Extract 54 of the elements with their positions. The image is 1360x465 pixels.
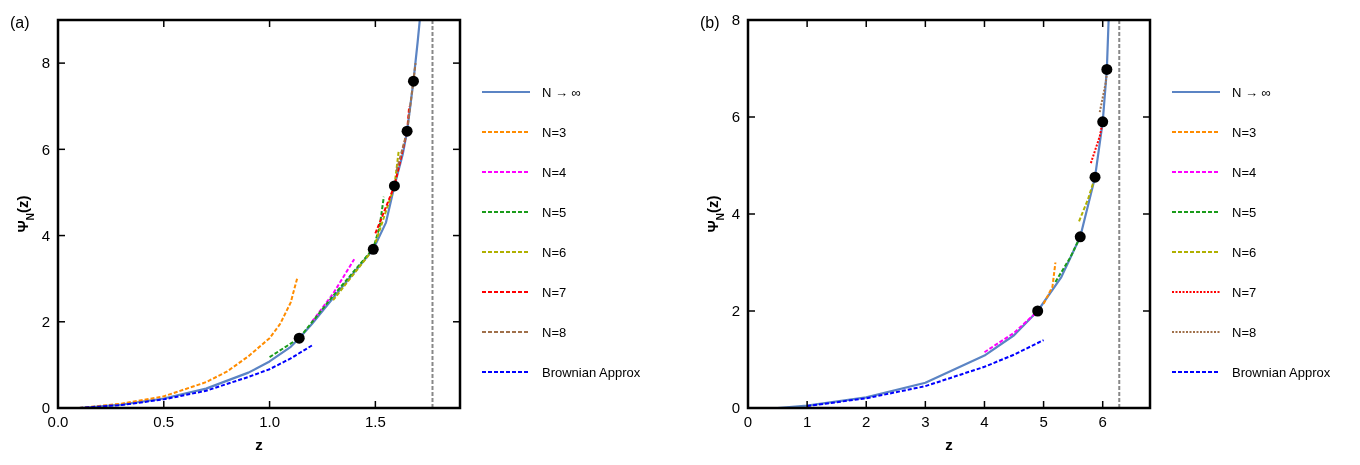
- legend-label: N=6: [1232, 244, 1257, 260]
- legend-label: Brownian Approx: [542, 364, 641, 380]
- x-tick-label: 1.0: [259, 413, 281, 430]
- line-series: [374, 105, 411, 235]
- x-tick-label: 6: [1098, 413, 1107, 430]
- point: [293, 332, 305, 344]
- x-tick-label: 0.5: [153, 413, 175, 430]
- point: [1032, 305, 1044, 317]
- legend-label: N=7: [1232, 284, 1257, 300]
- y-tick-label: 2: [41, 313, 50, 331]
- x-tick-label: 1: [802, 413, 812, 430]
- legend-label: N=5: [542, 204, 567, 220]
- x-axis-title: z: [255, 436, 263, 453]
- legend-label: N=7: [542, 284, 567, 300]
- point: [1101, 63, 1113, 75]
- y-tick-label: 4: [41, 226, 50, 244]
- y-tick-label: 0: [731, 399, 740, 417]
- y-tick-label: 0: [41, 399, 50, 417]
- legend-label: N=5: [1232, 204, 1257, 220]
- y-tick-label: 6: [41, 140, 50, 158]
- legend-label: N=3: [542, 124, 567, 140]
- point: [1097, 116, 1109, 128]
- point: [407, 75, 419, 87]
- point: [1074, 231, 1086, 243]
- legend-label: N → ∞: [542, 84, 581, 100]
- legend-label: N=4: [542, 164, 567, 180]
- point: [367, 243, 379, 255]
- x-tick-label: 5: [1039, 413, 1048, 430]
- legend-label: N=8: [1232, 324, 1257, 340]
- chart-title: (a): [10, 14, 30, 31]
- x-tick-label: 2: [862, 413, 871, 430]
- y-tick-label: 8: [41, 54, 50, 72]
- legend-label: N=4: [1232, 164, 1257, 180]
- point: [1089, 171, 1101, 183]
- y-tick-label: 2: [731, 302, 740, 320]
- line-series: [332, 150, 400, 302]
- x-tick-label: 0: [743, 413, 753, 430]
- x-axis-title: z: [945, 436, 953, 453]
- line-series: [806, 339, 1045, 408]
- y-tick-label: 6: [731, 108, 740, 126]
- legend-label: N → ∞: [1232, 84, 1271, 100]
- x-tick-label: 3: [921, 413, 930, 430]
- point: [401, 125, 413, 137]
- x-tick-label: 0.0: [47, 413, 69, 430]
- x-tick-label: 1.5: [364, 413, 386, 430]
- y-tick-label: 4: [731, 205, 740, 223]
- legend-label: N=6: [542, 244, 567, 260]
- legend-label: Brownian Approx: [1232, 364, 1331, 380]
- chart-title: (b): [700, 14, 720, 31]
- legend-label: N=8: [542, 324, 567, 340]
- legend-label: N=3: [1232, 124, 1257, 140]
- y-tick-label: 8: [731, 11, 740, 29]
- x-tick-label: 4: [980, 413, 989, 430]
- point: [388, 180, 400, 192]
